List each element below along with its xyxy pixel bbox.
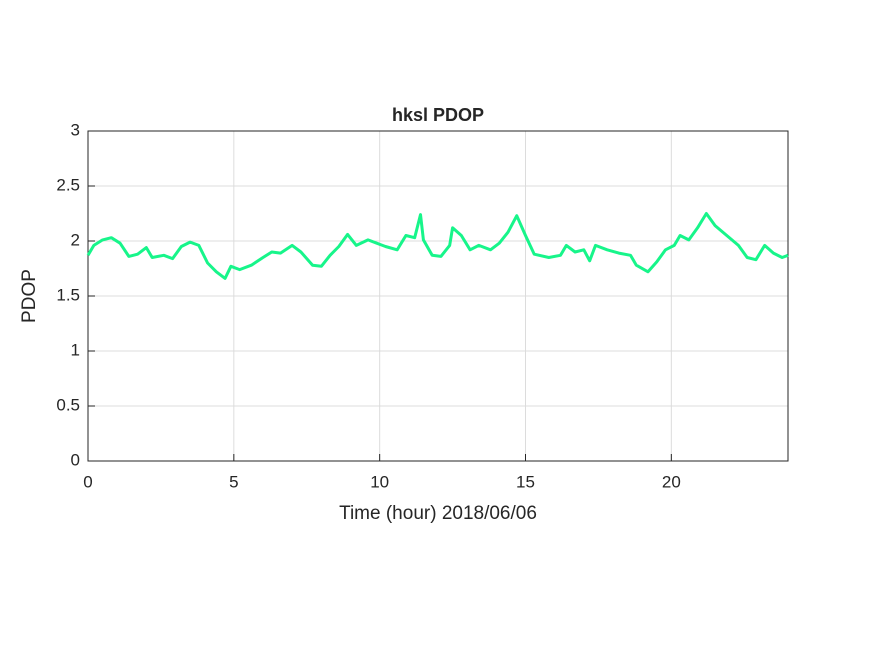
x-tick-label: 15 xyxy=(516,472,535,491)
plot-frame xyxy=(87,130,789,462)
y-axis-label: PDOP xyxy=(19,269,40,323)
y-tick-label: 1.5 xyxy=(56,285,80,304)
y-tick-label: 0 xyxy=(71,450,80,469)
x-tick-label: 10 xyxy=(370,472,389,491)
chart-title: hksl PDOP xyxy=(392,105,484,125)
x-tick-label: 5 xyxy=(229,472,238,491)
x-tick-label: 20 xyxy=(662,472,681,491)
data-line xyxy=(86,212,789,280)
y-tick-label: 2.5 xyxy=(56,175,80,194)
x-tick-label: 0 xyxy=(83,472,92,491)
y-tick-label: 2 xyxy=(71,230,80,249)
y-tick-label: 3 xyxy=(71,120,80,139)
y-tick-label: 1 xyxy=(71,340,80,359)
y-tick-label: 0.5 xyxy=(56,395,80,414)
x-axis-label: Time (hour) 2018/06/06 xyxy=(339,503,537,524)
